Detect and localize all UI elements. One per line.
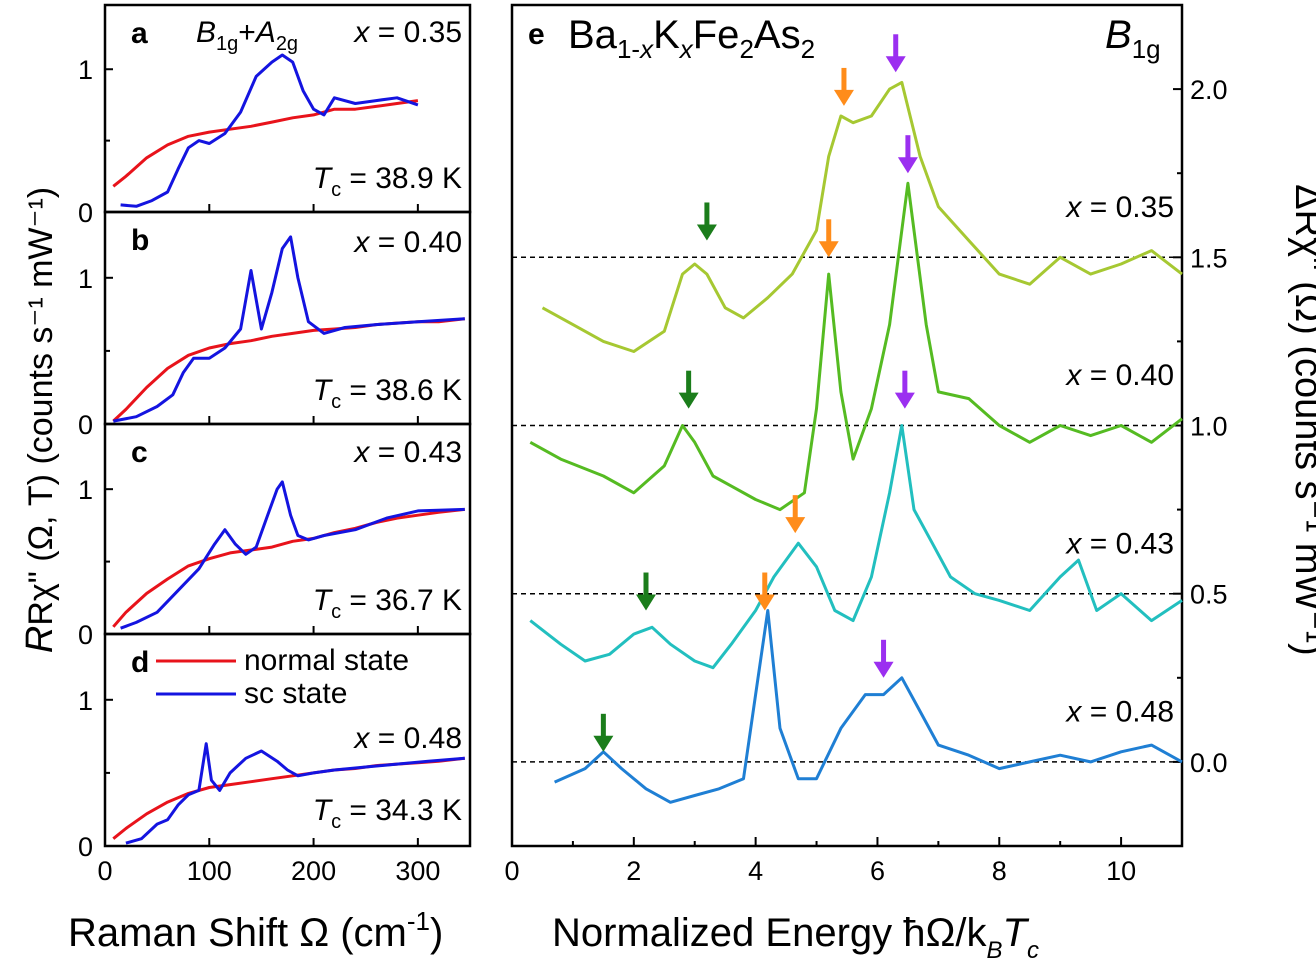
- series-line: [529, 424, 1183, 670]
- right-ylabel-text: ΔRχ" (Ω) (counts s⁻¹ mW⁻¹): [1287, 184, 1316, 655]
- y-tick-label: 0: [78, 620, 93, 650]
- green-arrow: [593, 713, 614, 752]
- tc-label: Tc = 34.3 K: [313, 794, 462, 833]
- y-tick-label: 1: [78, 264, 93, 294]
- left-ylabel-text: Rχ" (Ω, T) (counts s⁻¹ mW⁻¹): [22, 187, 60, 626]
- green-arrow: [678, 370, 699, 409]
- panel-label-d: d: [131, 646, 149, 679]
- y-tick-label: 0: [78, 410, 93, 440]
- symmetry-label-e: B1g: [1105, 13, 1161, 64]
- x-tick-label: 2: [626, 856, 641, 886]
- y-tick-label: 0: [78, 198, 93, 228]
- left-y-axis-label: RRχ" (Ω, T) (counts s⁻¹ mW⁻¹): [19, 187, 61, 653]
- purple-arrow: [894, 370, 915, 409]
- sc-state-line: [120, 480, 465, 630]
- y-tick-label: 1: [78, 55, 93, 85]
- normal-state-line: [112, 507, 465, 628]
- orange-arrow: [818, 219, 839, 258]
- left-panels: 0 1 a x = 0.35 Tc = 38.9 K 0 1 b x = 0.40 Tc = 38…: [78, 3, 472, 886]
- doping-label: x = 0.40: [352, 226, 462, 259]
- doping-label: x = 0.48: [352, 722, 462, 755]
- sc-state-line: [125, 742, 465, 845]
- compound-title: Ba1-xKxFe2As2: [568, 13, 815, 64]
- legend-normal-label: normal state: [244, 644, 409, 677]
- y-tick-label: 1: [78, 686, 93, 716]
- orange-arrow: [833, 67, 854, 106]
- normal-state-line: [112, 99, 419, 188]
- series-label: x = 0.48: [1064, 696, 1174, 729]
- panel-label-e: e: [528, 18, 545, 51]
- panel-d: 0 1 d x = 0.48 Tc = 34.3 K: [78, 632, 472, 862]
- panel-label-b: b: [131, 224, 149, 257]
- tc-label: Tc = 36.7 K: [313, 584, 462, 623]
- doping-label: x = 0.35: [352, 16, 462, 49]
- x-tick-label: 300: [395, 856, 440, 886]
- green-arrow: [636, 572, 656, 611]
- x-tick-label: 100: [187, 856, 232, 886]
- y-tick-label: 1.5: [1190, 243, 1228, 273]
- tc-label: Tc = 38.9 K: [313, 162, 462, 201]
- y-tick-label: 1.0: [1190, 412, 1228, 442]
- series-line: [541, 80, 1183, 353]
- series-line: [553, 609, 1183, 804]
- purple-arrow: [885, 34, 906, 73]
- right-x-axis-label: Normalized Energy ħΩ/kBTc: [552, 911, 1039, 964]
- right-y-axis-label: ΔRχ" (Ω) (counts s⁻¹ mW⁻¹): [1287, 184, 1316, 655]
- symmetry-label-a: B1g+A2g: [196, 16, 298, 55]
- y-tick-label: 2.0: [1190, 75, 1228, 105]
- x-tick-label: 6: [870, 856, 885, 886]
- x-tick-label: 8: [992, 856, 1007, 886]
- panel-c: 0 1 c x = 0.43 Tc = 36.7 K: [78, 422, 472, 650]
- y-tick-label: 1: [78, 475, 93, 505]
- sc-state-line: [120, 53, 419, 208]
- panel-label-a: a: [131, 17, 148, 50]
- purple-arrow: [897, 135, 918, 174]
- x-tick-label: 200: [291, 856, 336, 886]
- series-label: x = 0.35: [1064, 191, 1174, 224]
- legend: normal state sc state: [156, 644, 409, 710]
- x-tick-label: 4: [748, 856, 763, 886]
- legend-sc-label: sc state: [244, 677, 347, 710]
- left-x-axis-label: Raman Shift Ω (cm-1): [68, 906, 443, 955]
- orange-arrow: [785, 495, 806, 534]
- y-tick-label: 0.5: [1190, 580, 1228, 610]
- panel-a: 0 1 a x = 0.35 Tc = 38.9 K: [78, 3, 472, 228]
- green-arrow: [696, 202, 717, 241]
- right-panel: 0 2 4 6 8 10 0.0 0.5 1.0 1.5 2.0 x = 0.35 x = 0.40 x …: [504, 3, 1228, 886]
- doping-label: x = 0.43: [352, 436, 462, 469]
- purple-arrow: [873, 639, 894, 678]
- panel-b: 0 1 b x = 0.40 Tc = 38.6 K: [78, 210, 472, 440]
- x-tick-label: 0: [504, 856, 519, 886]
- sc-state-line: [113, 235, 465, 423]
- x-tick-label: 10: [1106, 856, 1136, 886]
- ylabel-r: R: [19, 626, 61, 653]
- y-tick-label: 0: [78, 832, 93, 862]
- x-tick-label: 0: [97, 856, 112, 886]
- panel-label-c: c: [131, 436, 148, 469]
- orange-arrow: [754, 572, 775, 611]
- tc-label: Tc = 38.6 K: [313, 374, 462, 413]
- series-label: x = 0.40: [1064, 359, 1174, 392]
- panel-d-frame: [103, 632, 472, 848]
- series-line: [529, 181, 1183, 512]
- series-label: x = 0.43: [1064, 527, 1174, 560]
- y-tick-label: 0.0: [1190, 748, 1228, 778]
- svg-text:RRχ" (Ω, T) (counts s⁻¹ mW⁻¹): RRχ" (Ω, T) (counts s⁻¹ mW⁻¹): [19, 187, 61, 653]
